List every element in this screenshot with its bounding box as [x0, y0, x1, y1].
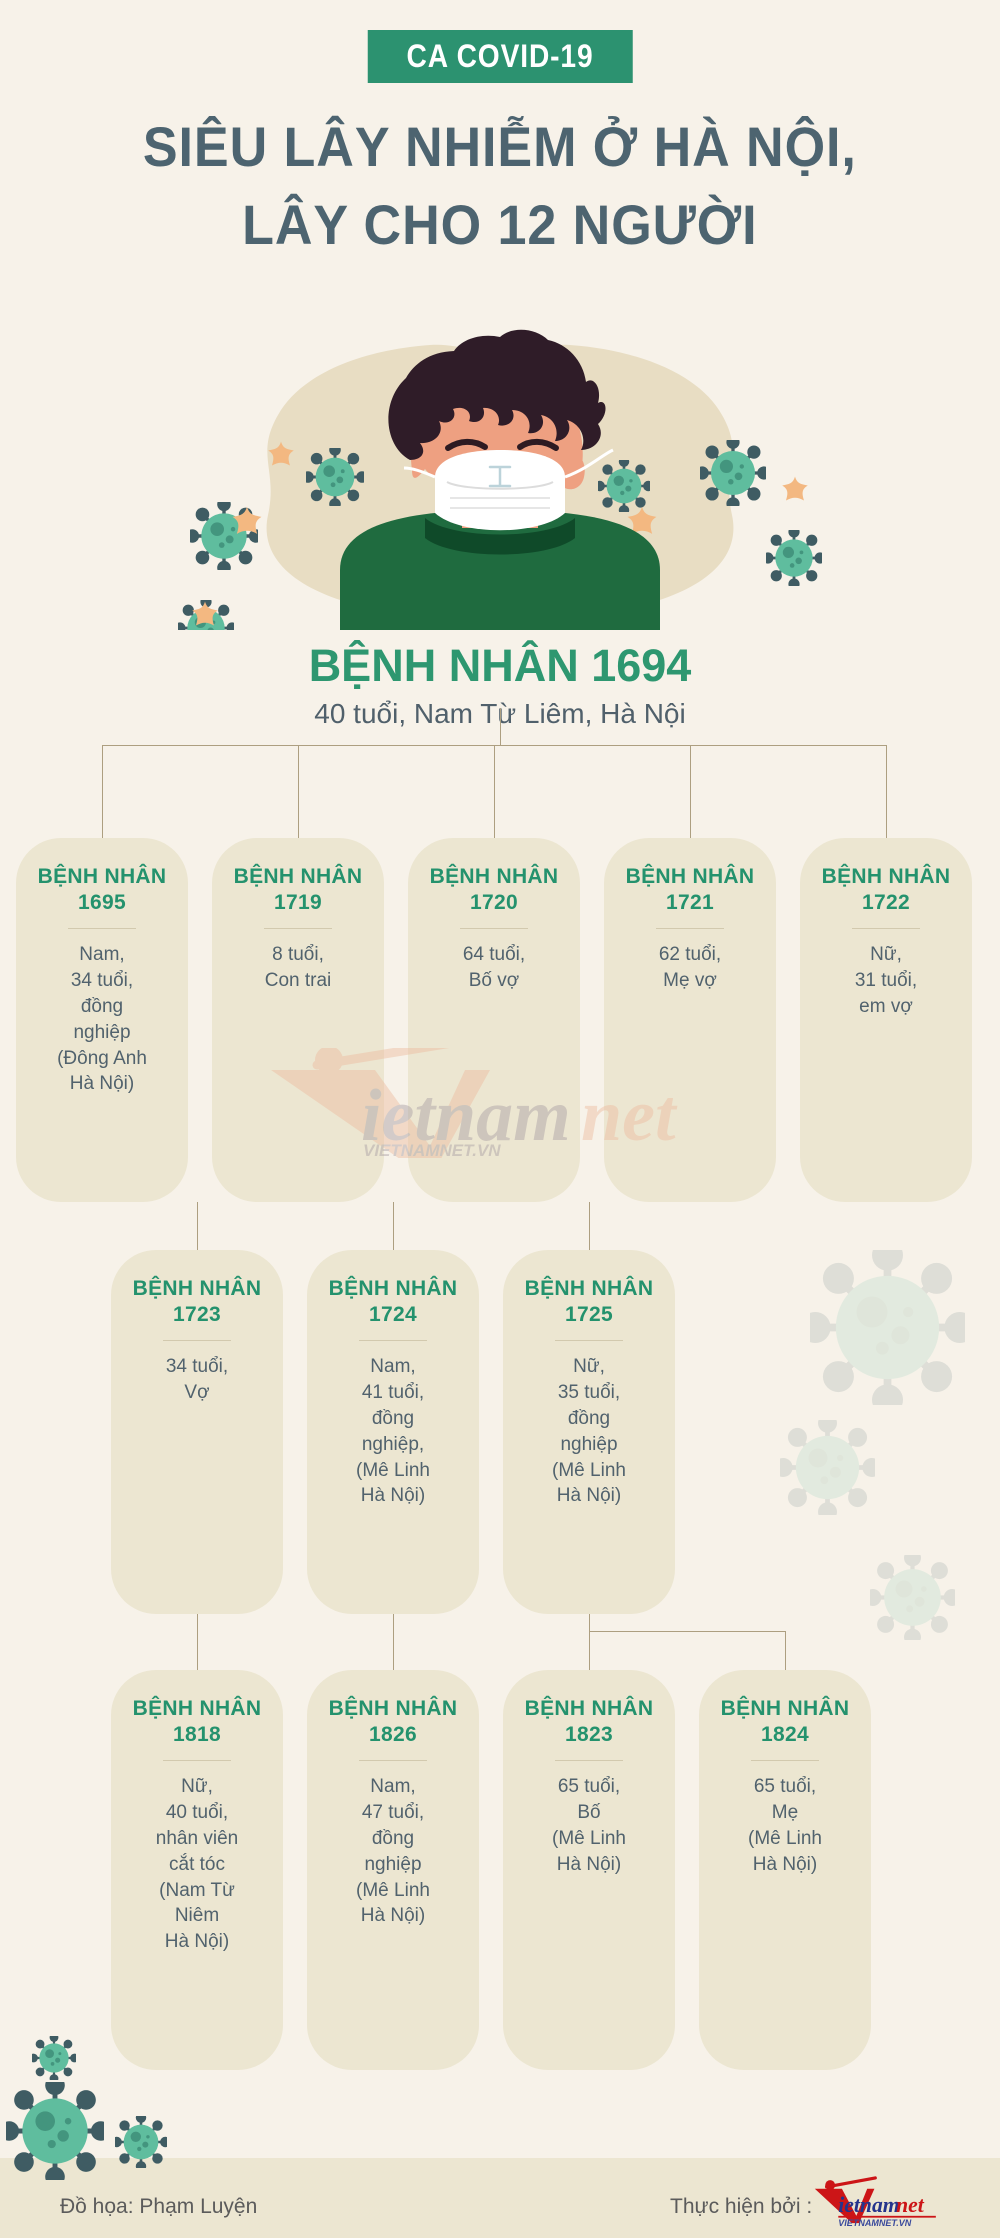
svg-text:VIETNAMNET.VN: VIETNAMNET.VN — [363, 1141, 501, 1158]
svg-text:net: net — [896, 2193, 925, 2217]
svg-text:ietnam: ietnam — [838, 2193, 899, 2217]
svg-text:net: net — [581, 1075, 678, 1157]
svg-text:VIETNAMNET.VN: VIETNAMNET.VN — [838, 2218, 911, 2228]
